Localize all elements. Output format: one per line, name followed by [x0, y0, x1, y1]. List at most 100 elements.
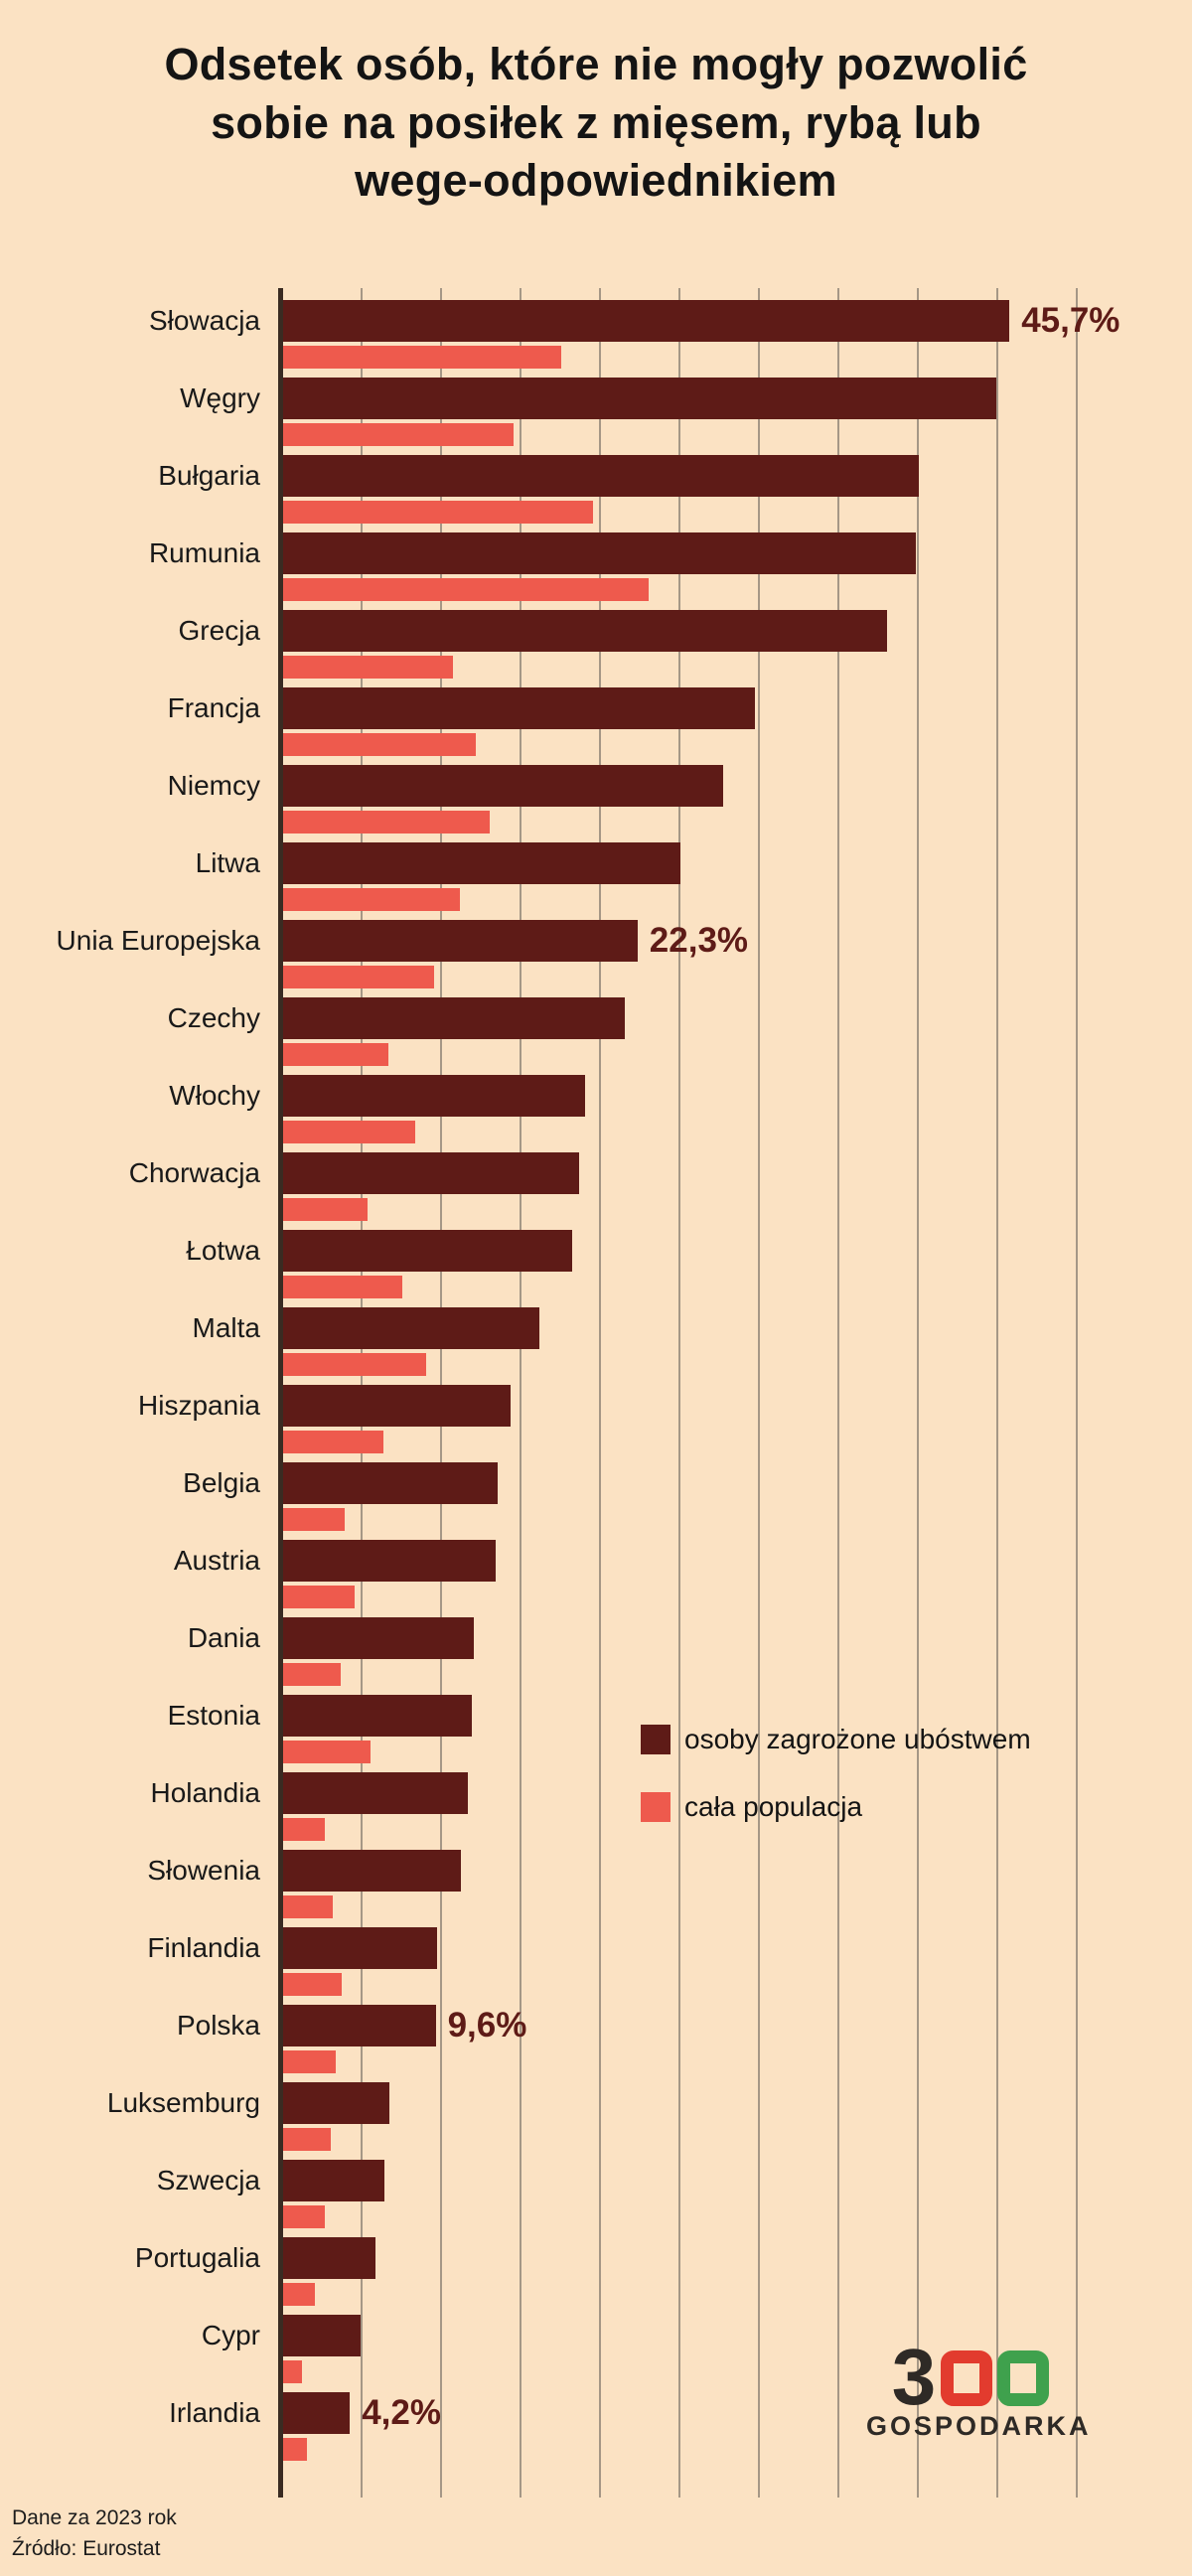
- bar-poverty: [283, 1849, 462, 1892]
- category-label: Portugalia: [134, 2241, 260, 2273]
- bar-group: [283, 531, 1192, 601]
- legend-item-poverty: osoby zagrożone ubóstwem: [641, 1724, 1031, 1755]
- chart-title-line2: sobie na posiłek z mięsem, rybą lub: [211, 96, 981, 148]
- logo-zero-green-icon: [997, 2349, 1050, 2406]
- chart-row: Finlandia: [0, 1926, 1192, 2005]
- chart-row: Łotwa: [0, 1229, 1192, 1307]
- bar-group: [283, 2159, 1192, 2228]
- legend-label-population: cała populacja: [684, 1790, 863, 1822]
- category-label: Łotwa: [186, 1234, 260, 1266]
- chart-row: Niemcy: [0, 764, 1192, 842]
- category-label: Malta: [192, 1311, 260, 1343]
- bar-group: [283, 1926, 1192, 1996]
- bar-population: [283, 577, 649, 601]
- category-label: Finlandia: [147, 1931, 260, 1963]
- bar-population: [283, 1817, 325, 1841]
- chart-title: Odsetek osób, które nie mogły pozwolić s…: [0, 0, 1192, 211]
- bar-group: [283, 1229, 1192, 1298]
- bar-population: [283, 1042, 388, 1066]
- category-label: Litwa: [195, 846, 260, 878]
- bar-group: [283, 1539, 1192, 1608]
- bar-population: [283, 1120, 415, 1143]
- bar-group: [283, 2081, 1192, 2151]
- bar-population: [283, 345, 561, 369]
- legend-item-population: cała populacja: [641, 1791, 1031, 1823]
- bar-group: 22,3%: [283, 919, 1192, 988]
- chart-title-line1: Odsetek osób, które nie mogły pozwolić: [164, 39, 1028, 89]
- bar-poverty: [283, 2159, 385, 2201]
- bar-population: [283, 1585, 355, 1608]
- chart-row: Grecja: [0, 609, 1192, 687]
- bar-poverty: [283, 1384, 511, 1427]
- category-label: Rumunia: [148, 536, 260, 568]
- bar-population: [283, 2049, 336, 2073]
- bar-population: [283, 810, 490, 833]
- bar-population: [283, 1430, 383, 1453]
- bar-population: [283, 1662, 341, 1686]
- bar-poverty: [283, 609, 887, 652]
- bar-poverty: [283, 1616, 474, 1659]
- bar-population: [283, 655, 454, 679]
- bar-population: [283, 1352, 426, 1376]
- category-label: Belgia: [183, 1466, 260, 1498]
- chart-row: Szwecja: [0, 2159, 1192, 2237]
- logo-300gospodarka: 3 GOSPODARKA: [866, 2337, 1089, 2442]
- chart-row: Cypr: [0, 2314, 1192, 2392]
- bar-group: [283, 2314, 1192, 2383]
- bar-group: [283, 1849, 1192, 1918]
- bar-poverty: [283, 2004, 436, 2046]
- chart-row: Irlandia 4,2%: [0, 2391, 1192, 2470]
- value-label: 9,6%: [447, 2005, 527, 2045]
- bar-poverty: [283, 996, 625, 1039]
- category-label: Holandia: [150, 1776, 260, 1808]
- chart-rows: Słowacja 45,7% Węgry Bułgaria Rumunia Grecja F…: [0, 288, 1192, 2470]
- chart-row: Belgia: [0, 1461, 1192, 1540]
- bar-population: [283, 2204, 325, 2228]
- chart-row: Włochy: [0, 1074, 1192, 1152]
- chart-row: Węgry: [0, 377, 1192, 455]
- bar-group: [283, 996, 1192, 1066]
- bar-poverty: [283, 1771, 468, 1814]
- legend-swatch-poverty: [641, 1724, 670, 1754]
- bar-poverty: [283, 1926, 438, 1969]
- category-label: Niemcy: [167, 769, 260, 801]
- bar-poverty: [283, 686, 756, 729]
- category-label: Irlandia: [169, 2396, 260, 2428]
- chart-row: Litwa: [0, 841, 1192, 920]
- bar-poverty: [283, 1229, 573, 1272]
- bar-poverty: [283, 2236, 375, 2279]
- bar-poverty: [283, 919, 638, 962]
- bar-population: [283, 965, 434, 988]
- chart-row: Luksemburg: [0, 2081, 1192, 2160]
- bar-population: [283, 2282, 315, 2306]
- bar-poverty: [283, 764, 724, 807]
- bar-population: [283, 887, 460, 911]
- category-label: Dania: [187, 1621, 260, 1653]
- bar-population: [283, 732, 476, 756]
- bar-group: [283, 1694, 1192, 1763]
- footer-source: Źródło: Eurostat: [12, 2536, 161, 2560]
- category-label: Polska: [176, 2009, 260, 2041]
- value-label: 22,3%: [649, 920, 749, 960]
- category-label: Francja: [167, 691, 260, 723]
- category-label: Estonia: [167, 1699, 260, 1731]
- bar-poverty: [283, 1306, 539, 1349]
- bar-population: [283, 1740, 371, 1763]
- chart-row: Słowenia: [0, 1849, 1192, 1927]
- category-label: Austria: [173, 1544, 260, 1576]
- bar-group: [283, 686, 1192, 756]
- bar-poverty: [283, 1461, 498, 1504]
- bar-group: 4,2%: [283, 2391, 1192, 2461]
- chart-title-line3: wege-odpowiednikiem: [355, 155, 837, 206]
- chart-row: Francja: [0, 686, 1192, 765]
- bar-population: [283, 1197, 368, 1221]
- legend-swatch-population: [641, 1791, 670, 1822]
- category-label: Czechy: [167, 1001, 260, 1033]
- bar-poverty: [283, 1151, 579, 1194]
- category-label: Słowacja: [148, 304, 260, 336]
- category-label: Unia Europejska: [56, 924, 260, 956]
- bar-group: [283, 1384, 1192, 1453]
- bar-group: [283, 454, 1192, 524]
- category-label: Bułgaria: [158, 459, 260, 491]
